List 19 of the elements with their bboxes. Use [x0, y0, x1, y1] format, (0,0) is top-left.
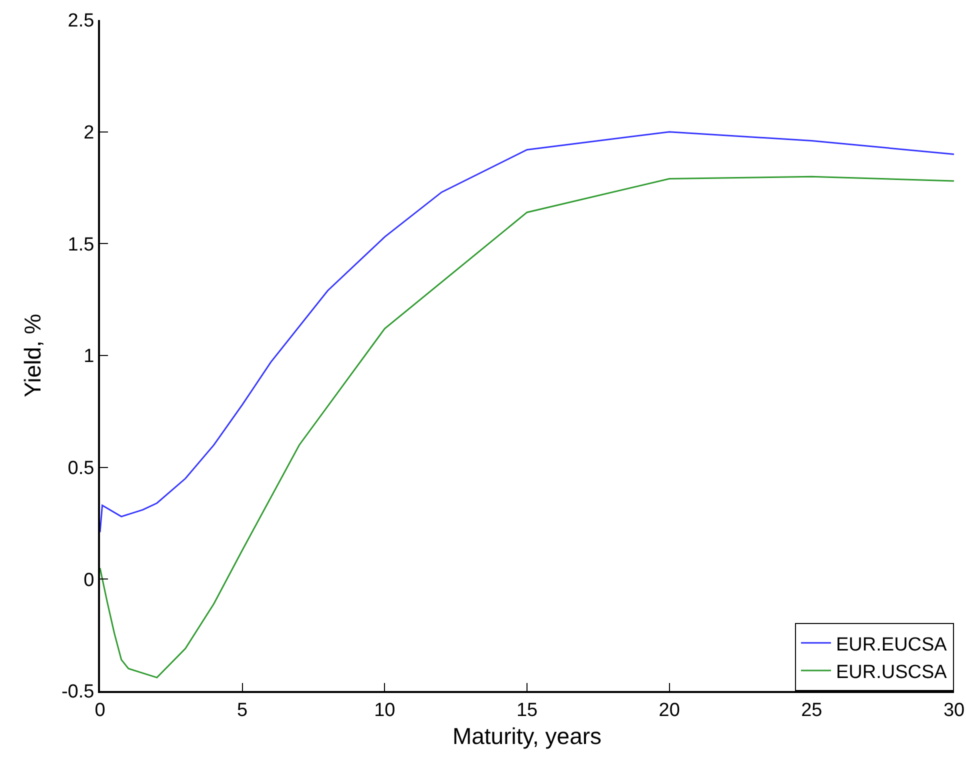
- x-tick-label: 10: [374, 700, 396, 721]
- x-axis-title: Maturity, years: [452, 722, 602, 749]
- x-tick-label: 15: [516, 700, 538, 721]
- x-tick-label: 20: [658, 700, 680, 721]
- line-series: [100, 176, 954, 678]
- legend-label: EUR.USCSA: [836, 662, 948, 683]
- y-tick-label: 0.5: [68, 458, 94, 479]
- y-tick-label: 2.5: [68, 10, 94, 32]
- x-tick-label: 25: [801, 700, 822, 721]
- y-tick-label: -0.5: [61, 682, 94, 703]
- y-axis-title: Yield, %: [19, 314, 46, 398]
- y-tick-label: 1: [84, 346, 94, 368]
- x-tick-label: 5: [237, 700, 248, 721]
- line-series: [100, 131, 954, 533]
- x-tick-label: 30: [943, 700, 965, 721]
- y-tick-label: 2: [84, 122, 94, 144]
- y-tick-label: 0: [84, 570, 94, 591]
- legend-label: EUR.EUCSA: [836, 634, 948, 656]
- y-tick-label: 1.5: [68, 234, 94, 256]
